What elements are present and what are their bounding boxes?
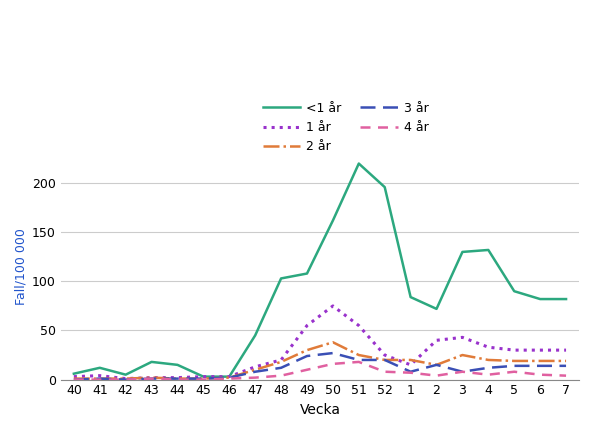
Y-axis label: Fall/100 000: Fall/100 000 [15, 228, 28, 305]
Legend: <1 år, 1 år, 2 år, 3 år, 4 år: <1 år, 1 år, 2 år, 3 år, 4 år [258, 97, 434, 158]
X-axis label: Vecka: Vecka [299, 403, 340, 417]
